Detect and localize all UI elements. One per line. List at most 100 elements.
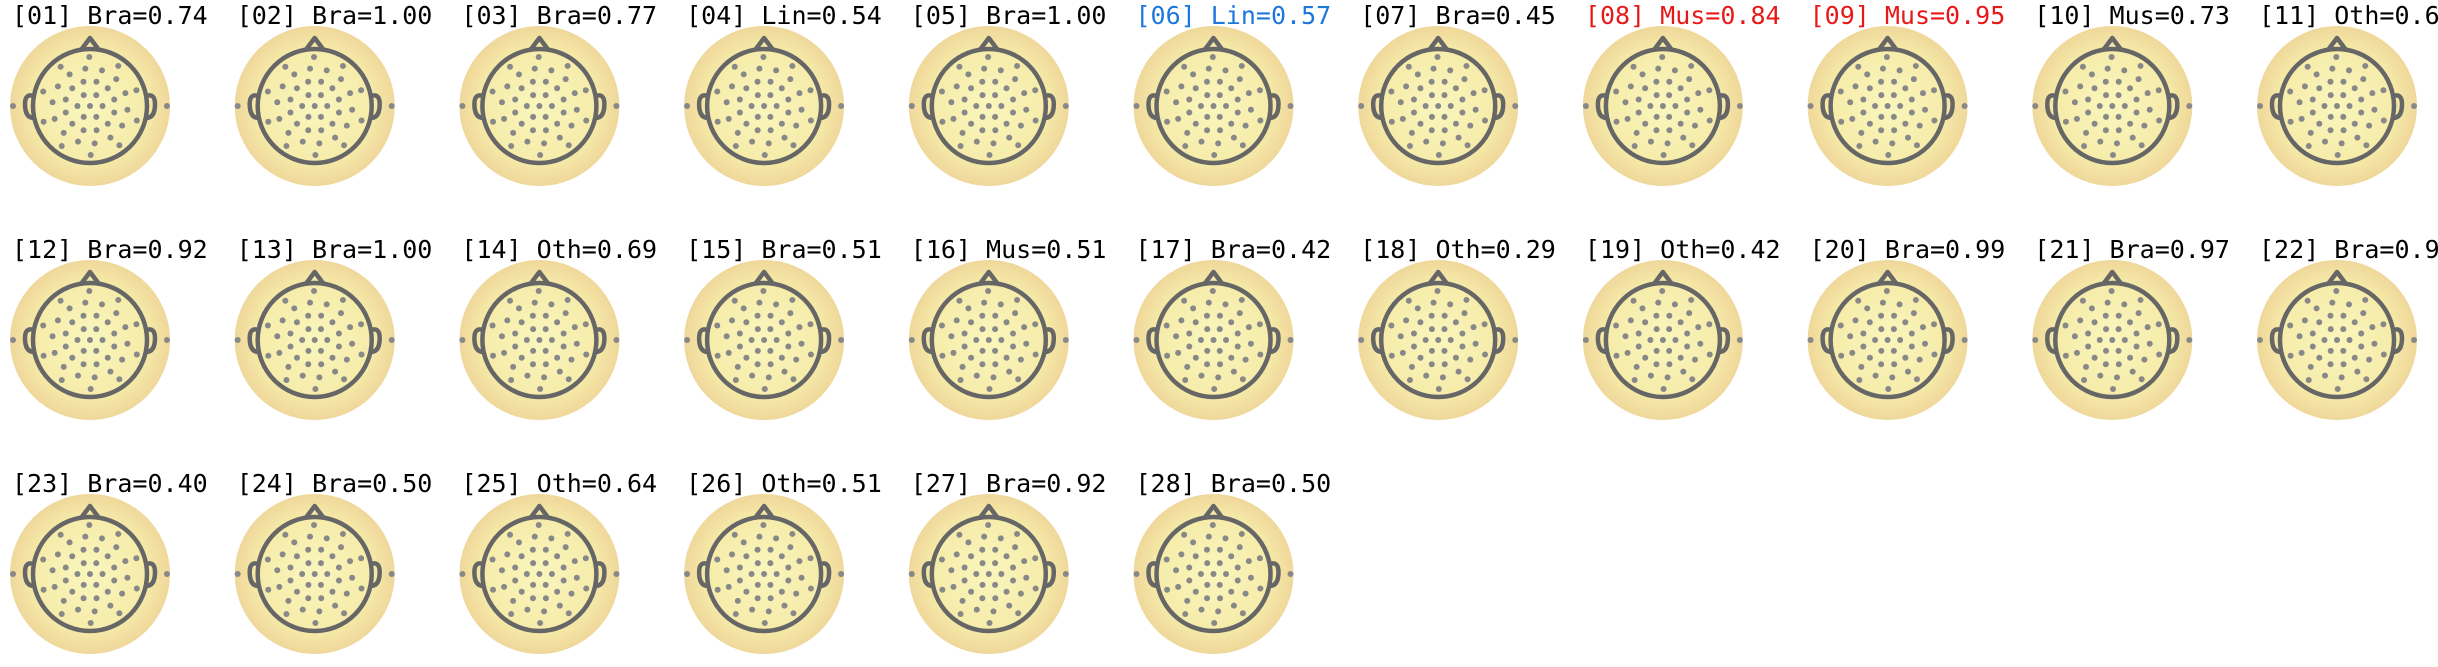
electrode xyxy=(2081,143,2088,150)
electrode xyxy=(2366,122,2373,129)
electrode xyxy=(1204,127,1211,134)
electrode xyxy=(1410,109,1417,116)
electrode xyxy=(107,368,114,375)
electrode xyxy=(93,312,100,319)
electrode xyxy=(2138,142,2145,149)
electrode xyxy=(515,71,522,78)
electrode xyxy=(2351,120,2358,127)
ear-right xyxy=(2392,327,2405,355)
electrode xyxy=(985,337,992,343)
electrode xyxy=(740,305,747,312)
nose xyxy=(2326,269,2348,286)
electrode xyxy=(512,564,519,571)
electrode xyxy=(749,606,756,613)
electrode xyxy=(973,372,980,379)
electrode xyxy=(736,343,743,350)
electrode xyxy=(965,71,972,78)
ear-right xyxy=(1268,93,1281,121)
electrode xyxy=(1010,330,1017,337)
electrode xyxy=(542,312,549,319)
electrode xyxy=(529,595,536,602)
nose xyxy=(79,503,101,520)
electrode xyxy=(1463,296,1470,303)
electrode xyxy=(98,301,105,308)
ear-right xyxy=(369,93,382,121)
electrode xyxy=(80,113,87,120)
electrode xyxy=(1198,138,1205,145)
electrode xyxy=(537,386,544,393)
electrode xyxy=(104,319,111,326)
electrode xyxy=(1184,363,1191,370)
electrode xyxy=(530,560,537,567)
head-outline xyxy=(1378,280,1498,400)
electrode xyxy=(1217,127,1224,134)
electrode xyxy=(60,129,67,136)
electrode xyxy=(1686,310,1693,317)
electrode xyxy=(1837,322,1844,329)
nose xyxy=(1876,269,1899,286)
electrode xyxy=(1481,87,1488,94)
electrode xyxy=(729,317,736,324)
electrode xyxy=(1163,322,1170,329)
electrode xyxy=(2305,143,2312,150)
electrode xyxy=(1660,386,1667,393)
head-outline xyxy=(480,280,599,400)
electrode xyxy=(2115,127,2122,134)
electrode xyxy=(2104,65,2111,72)
electrode xyxy=(554,588,561,595)
component: [18] Oth=0.29 xyxy=(1358,235,1556,420)
electrode xyxy=(1688,296,1695,303)
electrode xyxy=(1459,343,1466,350)
electrode xyxy=(305,127,312,134)
electrode xyxy=(1706,117,1713,124)
electrode xyxy=(1858,363,1865,370)
electrode xyxy=(58,377,65,384)
electrode xyxy=(1205,299,1212,306)
ear-left xyxy=(1820,327,1833,355)
electrode xyxy=(339,296,346,303)
electrode xyxy=(2296,99,2303,106)
electrode xyxy=(554,120,561,127)
electrode xyxy=(754,595,761,602)
component-label: [08] Mus=0.84 xyxy=(1585,1,1781,30)
electrode xyxy=(796,558,803,565)
electrode xyxy=(122,324,129,331)
electrode xyxy=(507,297,514,304)
electrode xyxy=(979,546,986,553)
electrode xyxy=(1879,299,1886,306)
electrode xyxy=(1003,120,1010,127)
electrode xyxy=(1653,312,1660,319)
electrode xyxy=(1931,321,1938,328)
electrode xyxy=(86,521,93,528)
electrode xyxy=(337,76,344,83)
electrode xyxy=(1441,113,1448,120)
electrode xyxy=(1847,99,1854,106)
ear-left xyxy=(472,327,485,355)
electrode xyxy=(1203,78,1210,85)
electrode xyxy=(1689,142,1696,149)
electrode xyxy=(1647,337,1654,343)
electrode xyxy=(536,571,543,577)
electrode xyxy=(2096,103,2103,109)
electrode xyxy=(1666,113,1673,120)
electrode xyxy=(40,88,47,95)
electrode xyxy=(1397,99,1404,106)
electrode xyxy=(69,319,76,326)
electrode xyxy=(80,312,87,319)
electrode xyxy=(749,138,756,145)
ear-left xyxy=(1370,93,1383,121)
electrode xyxy=(992,113,999,120)
electrode xyxy=(773,301,780,308)
electrode xyxy=(1635,96,1642,103)
component-label: [22] Bra=0.99 xyxy=(2259,235,2438,264)
component: [21] Bra=0.97 xyxy=(2032,235,2230,420)
electrode xyxy=(518,354,525,361)
electrode xyxy=(305,326,312,333)
electrode xyxy=(49,567,56,574)
electrode xyxy=(498,99,505,106)
electrode xyxy=(1414,71,1421,78)
electrode xyxy=(2097,372,2104,379)
electrode xyxy=(789,62,796,69)
electrode xyxy=(69,85,76,92)
electrode xyxy=(1257,351,1264,358)
